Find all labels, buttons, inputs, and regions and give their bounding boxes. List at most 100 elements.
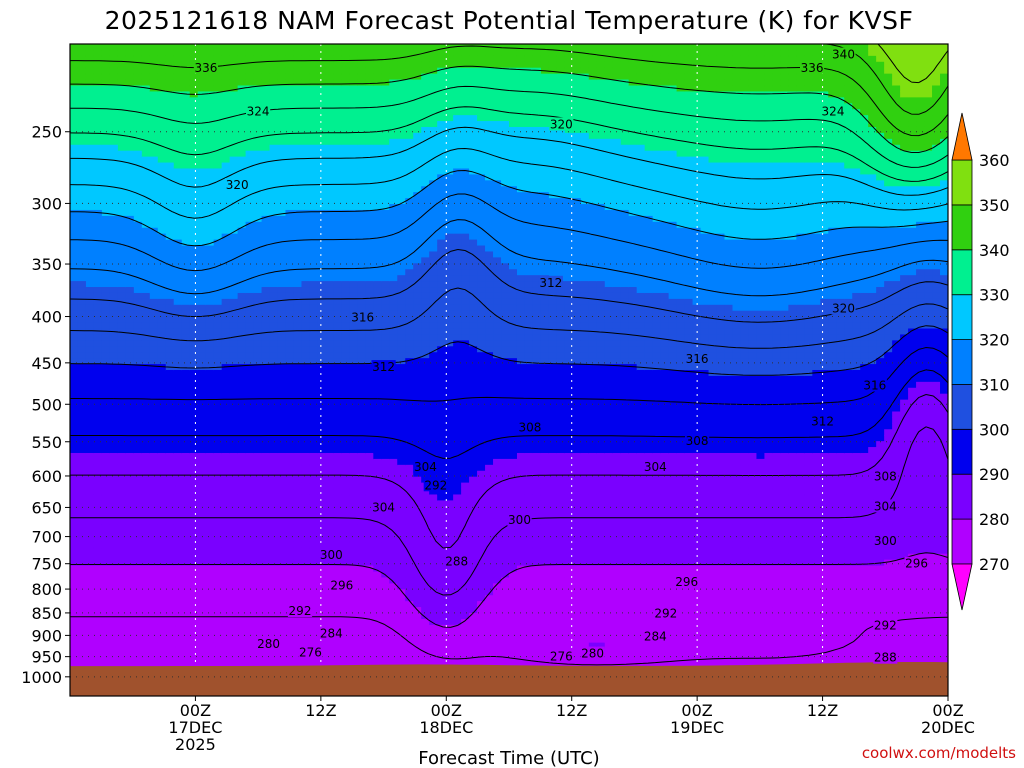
theta-cell xyxy=(142,210,151,217)
theta-cell xyxy=(286,68,295,75)
theta-cell xyxy=(126,489,135,496)
theta-cell xyxy=(158,127,167,134)
theta-cell xyxy=(325,91,334,98)
theta-cell xyxy=(325,311,334,318)
theta-cell xyxy=(110,435,119,442)
theta-cell xyxy=(246,317,255,324)
theta-cell xyxy=(238,323,247,330)
theta-cell xyxy=(118,358,127,365)
theta-cell xyxy=(317,62,326,69)
theta-cell xyxy=(286,554,295,561)
theta-cell xyxy=(317,44,326,51)
theta-cell xyxy=(270,435,279,442)
theta-cell xyxy=(270,429,279,436)
theta-cell xyxy=(70,340,79,347)
theta-cell xyxy=(309,293,318,300)
theta-cell xyxy=(357,80,366,87)
theta-cell xyxy=(349,542,358,549)
theta-cell xyxy=(70,536,79,543)
theta-cell xyxy=(278,583,287,590)
theta-cell xyxy=(78,577,87,584)
theta-cell xyxy=(357,411,366,418)
theta-cell xyxy=(94,275,103,282)
theta-cell xyxy=(325,417,334,424)
theta-cell xyxy=(246,577,255,584)
theta-cell xyxy=(78,655,87,662)
theta-cell xyxy=(150,222,159,229)
theta-cell xyxy=(341,204,350,211)
theta-cell xyxy=(341,572,350,579)
theta-cell xyxy=(190,103,199,110)
theta-cell xyxy=(357,542,366,549)
theta-cell xyxy=(397,417,406,424)
theta-cell xyxy=(126,483,135,490)
theta-cell xyxy=(230,453,239,460)
theta-cell xyxy=(246,506,255,513)
theta-cell xyxy=(333,370,342,377)
theta-cell xyxy=(413,346,422,353)
theta-cell xyxy=(142,180,151,187)
theta-cell xyxy=(78,554,87,561)
theta-cell xyxy=(110,459,119,466)
theta-cell xyxy=(78,68,87,75)
theta-cell xyxy=(222,465,231,472)
theta-cell xyxy=(110,299,119,306)
theta-cell xyxy=(238,234,247,241)
theta-cell xyxy=(134,429,143,436)
theta-cell xyxy=(86,80,95,87)
theta-cell xyxy=(262,494,271,501)
theta-cell xyxy=(262,429,271,436)
theta-cell xyxy=(78,91,87,98)
theta-cell xyxy=(286,275,295,282)
theta-cell xyxy=(166,62,175,69)
theta-cell xyxy=(365,394,374,401)
theta-cell xyxy=(94,524,103,531)
theta-cell xyxy=(278,352,287,359)
theta-cell xyxy=(365,121,374,128)
theta-cell xyxy=(262,400,271,407)
theta-cell xyxy=(142,186,151,193)
theta-cell xyxy=(349,471,358,478)
theta-cell xyxy=(286,400,295,407)
theta-cell xyxy=(309,323,318,330)
theta-cell xyxy=(341,655,350,662)
theta-cell xyxy=(78,80,87,87)
theta-cell xyxy=(317,281,326,288)
theta-cell xyxy=(262,329,271,336)
theta-cell xyxy=(150,180,159,187)
theta-cell xyxy=(317,198,326,205)
theta-cell xyxy=(78,210,87,217)
theta-cell xyxy=(325,411,334,418)
theta-cell xyxy=(325,121,334,128)
theta-cell xyxy=(309,577,318,584)
theta-cell xyxy=(142,500,151,507)
theta-cell xyxy=(333,145,342,152)
theta-cell xyxy=(301,275,310,282)
theta-cell xyxy=(158,471,167,478)
theta-cell xyxy=(389,329,398,336)
theta-cell xyxy=(389,240,398,247)
theta-cell xyxy=(118,346,127,353)
theta-cell xyxy=(102,352,111,359)
theta-cell xyxy=(158,180,167,187)
theta-cell xyxy=(70,524,79,531)
theta-cell xyxy=(301,560,310,567)
theta-cell xyxy=(110,382,119,389)
theta-cell xyxy=(389,572,398,579)
theta-cell xyxy=(150,133,159,140)
theta-cell xyxy=(413,613,422,620)
theta-cell xyxy=(413,411,422,418)
theta-cell xyxy=(70,655,79,662)
theta-cell xyxy=(102,601,111,608)
theta-cell xyxy=(182,441,191,448)
theta-cell xyxy=(158,121,167,128)
theta-cell xyxy=(278,370,287,377)
theta-cell xyxy=(365,631,374,638)
theta-cell xyxy=(222,577,231,584)
theta-cell xyxy=(373,417,382,424)
theta-cell xyxy=(325,601,334,608)
theta-cell xyxy=(78,400,87,407)
theta-cell xyxy=(182,595,191,602)
theta-cell xyxy=(357,74,366,81)
theta-cell xyxy=(134,263,143,270)
